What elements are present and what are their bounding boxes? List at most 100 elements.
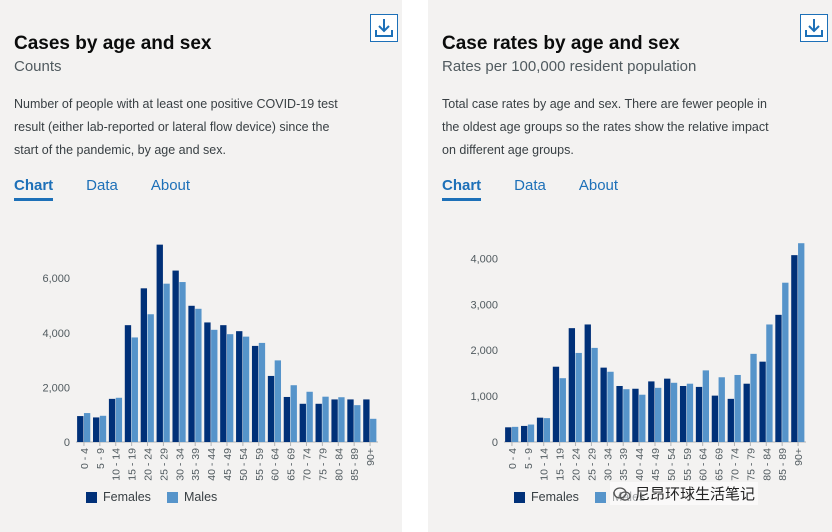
cases-bar-chart: 0 2,000 4,000 6,000 0 - 4 5 - 9 10 - 14 15 - 19… xyxy=(42,244,378,481)
legend-females: Females xyxy=(514,490,579,504)
bar-females xyxy=(108,398,116,442)
bar-males xyxy=(211,329,218,442)
chat-bubble-icon xyxy=(613,486,631,501)
bar-females xyxy=(679,385,687,442)
legend-label-females: Females xyxy=(103,490,151,504)
x-tick-label: 5 - 9 xyxy=(95,448,107,469)
bar-females xyxy=(156,244,163,442)
x-tick-label: 85 - 89 xyxy=(777,448,789,481)
bar-females xyxy=(743,383,750,442)
bar-females xyxy=(347,399,354,442)
bar-females xyxy=(172,270,179,442)
tab-about[interactable]: About xyxy=(150,177,191,194)
x-tick-label: 80 - 84 xyxy=(333,448,345,481)
legend-females: Females xyxy=(86,490,151,504)
x-tick-label: 65 - 69 xyxy=(714,448,726,481)
x-tick-label: 70 - 74 xyxy=(729,448,741,481)
x-tick-label: 55 - 59 xyxy=(682,448,694,481)
bar-males xyxy=(131,337,138,442)
bar-females xyxy=(536,417,544,442)
bar-males xyxy=(115,397,123,442)
download-icon[interactable] xyxy=(370,14,398,42)
card-subtitle: Counts xyxy=(14,58,62,75)
watermark-text: 尼昂环球生活笔记 xyxy=(635,486,756,503)
bar-males xyxy=(702,370,710,442)
y-tick-label: 3,000 xyxy=(470,299,498,311)
x-tick-label: 10 - 14 xyxy=(539,448,551,481)
bar-females xyxy=(759,361,766,442)
bar-females xyxy=(791,255,798,442)
y-tick-label: 0 xyxy=(492,437,498,449)
x-tick-label: 35 - 39 xyxy=(618,448,630,481)
x-tick-label: 10 - 14 xyxy=(111,448,123,481)
legend-label-females: Females xyxy=(531,490,579,504)
bar-males xyxy=(306,391,313,442)
x-tick-label: 60 - 64 xyxy=(698,448,710,481)
chart-legend: Females Males xyxy=(86,490,217,504)
bar-females xyxy=(616,385,623,442)
bar-males xyxy=(686,383,694,442)
legend-males: Males xyxy=(166,490,217,504)
tab-bar: Chart Data About xyxy=(442,177,618,201)
x-tick-label: 35 - 39 xyxy=(190,448,202,481)
legend-swatch-females xyxy=(86,491,97,503)
bar-males xyxy=(750,353,757,442)
bar-females xyxy=(695,386,703,442)
tab-data[interactable]: Data xyxy=(514,177,546,194)
card-description: Number of people with at least one posit… xyxy=(14,97,338,157)
case-rates-card: Case rates by age and sex Rates per 100,… xyxy=(428,0,832,532)
y-tick-label: 2,000 xyxy=(42,382,70,394)
x-tick-label: 60 - 64 xyxy=(270,448,282,481)
bar-females xyxy=(711,395,719,442)
bar-males xyxy=(258,342,266,442)
x-tick-label: 80 - 84 xyxy=(761,448,773,481)
bar-females xyxy=(315,403,322,442)
x-tick-label: 15 - 19 xyxy=(127,448,139,481)
card-subtitle: Rates per 100,000 resident population xyxy=(442,58,697,75)
bar-females xyxy=(584,324,591,442)
bar-males xyxy=(607,371,614,442)
x-tick-label: 90+ xyxy=(793,448,805,466)
bar-males xyxy=(147,314,154,442)
x-tick-label: 25 - 29 xyxy=(586,448,598,481)
bar-males xyxy=(623,389,630,442)
bar-females xyxy=(521,425,528,442)
y-tick-label: 1,000 xyxy=(470,391,498,403)
bar-males xyxy=(179,282,186,442)
bar-females xyxy=(727,398,734,442)
bar-males xyxy=(734,374,741,442)
x-tick-label: 20 - 24 xyxy=(143,448,155,481)
bar-females xyxy=(552,366,560,442)
x-tick-label: 0 - 4 xyxy=(79,448,91,469)
x-tick-label: 40 - 44 xyxy=(634,448,646,481)
bar-females xyxy=(664,378,671,442)
x-tick-label: 55 - 59 xyxy=(254,448,266,481)
x-tick-label: 45 - 49 xyxy=(650,448,662,481)
bar-females xyxy=(505,427,512,442)
tab-chart[interactable]: Chart xyxy=(14,177,54,201)
tab-bar: Chart Data About xyxy=(14,177,190,201)
tab-about[interactable]: About xyxy=(578,177,619,194)
bar-males xyxy=(591,347,598,442)
watermark: 尼昂环球生活笔记 xyxy=(610,482,759,505)
card-description: Total case rates by age and sex. There a… xyxy=(442,97,769,157)
x-tick-label: 20 - 24 xyxy=(571,448,583,481)
bar-females xyxy=(775,314,782,442)
download-icon[interactable] xyxy=(800,14,828,42)
tab-chart[interactable]: Chart xyxy=(442,177,482,201)
tab-data[interactable]: Data xyxy=(86,177,118,194)
x-tick-label: 65 - 69 xyxy=(286,448,298,481)
bar-females xyxy=(648,381,655,442)
bar-females xyxy=(236,331,243,442)
bar-males xyxy=(242,336,250,442)
bar-females xyxy=(124,325,132,442)
bar-males xyxy=(655,387,662,442)
bar-males xyxy=(511,426,519,442)
x-tick-label: 0 - 4 xyxy=(507,448,519,469)
bar-males xyxy=(338,397,345,442)
x-tick-label: 5 - 9 xyxy=(523,448,535,469)
x-tick-label: 75 - 79 xyxy=(317,448,329,481)
bar-males xyxy=(782,282,789,442)
y-tick-label: 4,000 xyxy=(42,328,70,340)
bar-females xyxy=(632,388,639,442)
